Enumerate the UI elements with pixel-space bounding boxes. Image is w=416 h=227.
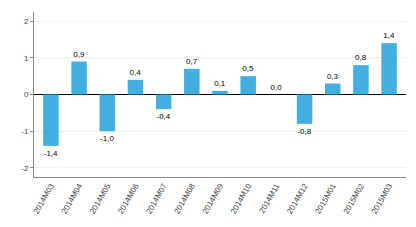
svg-text:-0,8: -0,8 xyxy=(297,127,311,136)
svg-text:-0,4: -0,4 xyxy=(156,112,170,121)
svg-text:2015M03: 2015M03 xyxy=(370,182,395,216)
svg-text:-2: -2 xyxy=(21,164,29,173)
svg-text:0: 0 xyxy=(24,90,29,99)
svg-text:2014M09: 2014M09 xyxy=(201,182,226,216)
svg-text:2014M07: 2014M07 xyxy=(144,182,169,216)
svg-text:-1: -1 xyxy=(21,127,29,136)
svg-text:0,9: 0,9 xyxy=(73,50,85,59)
svg-text:2014M12: 2014M12 xyxy=(285,182,310,216)
svg-text:-1,0: -1,0 xyxy=(100,134,114,143)
svg-text:2014M11: 2014M11 xyxy=(257,182,281,215)
svg-text:2015M02: 2015M02 xyxy=(342,182,367,216)
svg-text:0,0: 0,0 xyxy=(271,83,283,92)
svg-text:2014M04: 2014M04 xyxy=(60,182,85,216)
svg-text:0,4: 0,4 xyxy=(130,68,142,77)
svg-text:0,7: 0,7 xyxy=(186,57,198,66)
svg-text:1: 1 xyxy=(24,54,29,63)
svg-text:0,8: 0,8 xyxy=(355,53,367,62)
svg-text:-1,4: -1,4 xyxy=(44,149,58,158)
svg-text:0,3: 0,3 xyxy=(327,72,339,81)
svg-text:2014M10: 2014M10 xyxy=(229,182,254,216)
svg-text:2015M01: 2015M01 xyxy=(313,182,338,216)
svg-text:2014M05: 2014M05 xyxy=(88,182,113,216)
svg-text:2014M03: 2014M03 xyxy=(32,182,57,216)
svg-text:2014M06: 2014M06 xyxy=(116,182,141,216)
svg-text:2: 2 xyxy=(24,17,29,26)
svg-text:1,4: 1,4 xyxy=(383,31,395,40)
svg-text:0,5: 0,5 xyxy=(242,64,254,73)
svg-text:0,1: 0,1 xyxy=(214,79,226,88)
svg-text:2014M08: 2014M08 xyxy=(173,182,198,216)
